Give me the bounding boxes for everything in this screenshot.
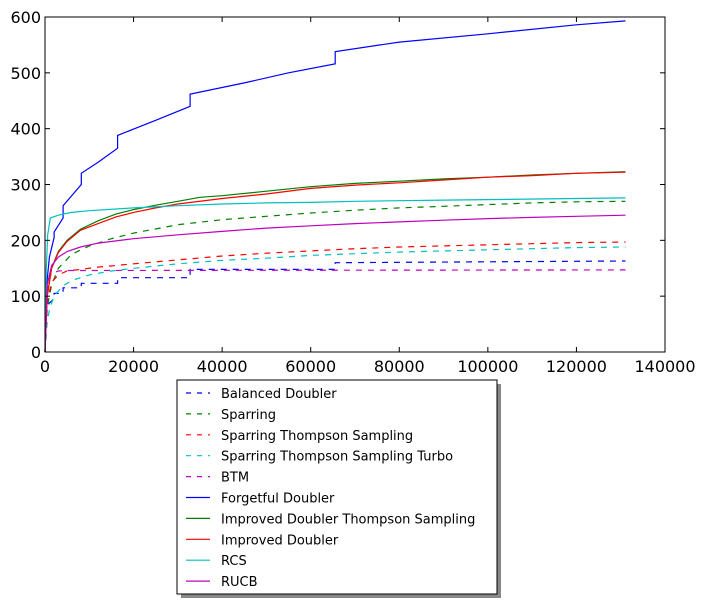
y-tick-label: 100 bbox=[10, 287, 41, 306]
legend-label: Balanced Doubler bbox=[221, 387, 337, 402]
x-tick-label: 120000 bbox=[546, 357, 607, 376]
x-axis: 0 20000 40000 60000 80000 100000 120000 140000 bbox=[40, 17, 696, 376]
x-tick-label: 60000 bbox=[285, 357, 336, 376]
legend-label: BTM bbox=[221, 471, 249, 486]
y-tick-label: 400 bbox=[10, 120, 41, 139]
x-tick-label: 0 bbox=[40, 357, 50, 376]
series-line-7 bbox=[44, 171, 626, 353]
series-line-1 bbox=[44, 200, 626, 353]
legend-box bbox=[176, 379, 498, 595]
x-tick-label: 80000 bbox=[374, 357, 425, 376]
series-line-4 bbox=[44, 269, 626, 353]
y-axis: 0 100 200 300 400 500 600 bbox=[10, 8, 665, 362]
legend: Balanced Doubler Sparring Sparring Thompso… bbox=[176, 379, 501, 598]
y-tick-label: 0 bbox=[31, 343, 41, 362]
y-tick-label: 600 bbox=[10, 8, 41, 27]
series-line-0 bbox=[44, 260, 626, 353]
legend-label: RUCB bbox=[221, 575, 258, 590]
x-tick-label: 40000 bbox=[197, 357, 248, 376]
series-line-5 bbox=[44, 20, 626, 353]
legend-items: Balanced Doubler Sparring Sparring Thompso… bbox=[186, 387, 475, 590]
x-tick-label: 140000 bbox=[634, 357, 695, 376]
legend-label: Sparring Thompson Sampling bbox=[221, 429, 413, 444]
legend-label: Sparring Thompson Sampling Turbo bbox=[221, 450, 453, 465]
series-line-8 bbox=[44, 197, 626, 353]
series-line-9 bbox=[44, 214, 626, 353]
legend-label: Forgetful Doubler bbox=[221, 492, 335, 507]
legend-label: RCS bbox=[221, 554, 247, 569]
y-tick-label: 300 bbox=[10, 176, 41, 195]
legend-label: Improved Doubler Thompson Sampling bbox=[221, 512, 475, 527]
y-tick-label: 500 bbox=[10, 64, 41, 83]
series-line-2 bbox=[44, 241, 626, 353]
x-tick-label: 20000 bbox=[108, 357, 159, 376]
x-tick-label: 100000 bbox=[457, 357, 518, 376]
legend-label: Improved Doubler bbox=[221, 533, 339, 548]
legend-label: Sparring bbox=[221, 408, 276, 423]
series-layer bbox=[44, 20, 626, 353]
y-tick-label: 200 bbox=[10, 231, 41, 250]
